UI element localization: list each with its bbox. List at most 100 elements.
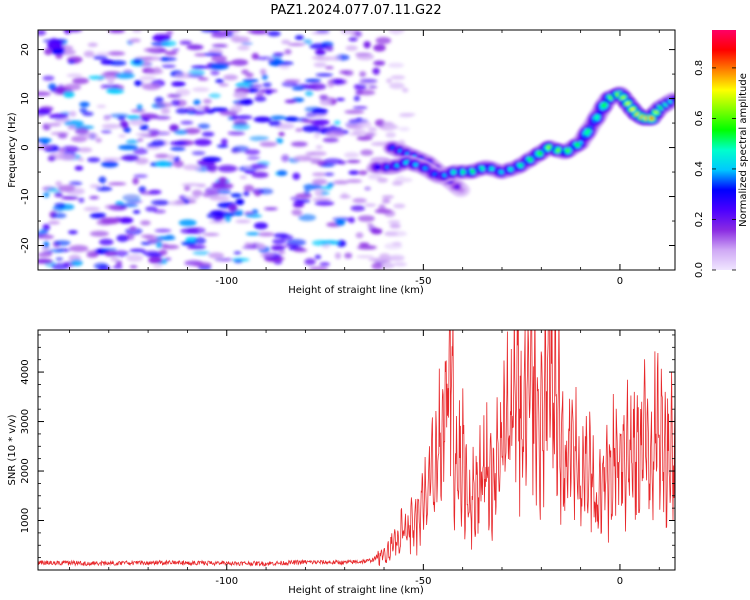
heatmap-noise-cell (264, 207, 278, 211)
heatmap-noise-cell (319, 185, 333, 191)
heatmap-noise-cell (353, 83, 367, 90)
figure-title: PAZ1.2024.077.07.11.G22 (270, 3, 441, 18)
heatmap-noise-cell (99, 238, 114, 246)
heatmap-noise-cell (259, 68, 267, 75)
heatmap-noise-cell (302, 125, 320, 133)
heatmap-noise-cell (298, 214, 316, 222)
heatmap-noise-cell (324, 172, 335, 176)
heatmap-noise-cell (118, 134, 126, 138)
heatmap-frame (37, 29, 676, 271)
heatmap-noise-cell (216, 144, 229, 148)
heatmap-noise-cell (202, 233, 220, 236)
heatmap-noise-cell (293, 155, 312, 162)
heatmap-noise-cell (286, 239, 307, 246)
heatmap-noise-cell (101, 129, 112, 134)
heatmap-noise-cell (137, 138, 144, 142)
heatmap-noise-cell (295, 193, 313, 199)
heatmap-noise-cell (374, 119, 386, 127)
heatmap-noise-cell (276, 137, 284, 144)
heatmap-noise-cell (169, 124, 179, 132)
heatmap-noise-cell (66, 73, 83, 78)
heatmap-noise-cell (295, 128, 303, 132)
heatmap-noise-cell (231, 115, 239, 120)
heatmap-noise-cell (374, 208, 393, 214)
heatmap-noise-cell (44, 48, 53, 56)
heatmap-noise-cell (372, 257, 392, 262)
heatmap-noise-cell (389, 82, 405, 90)
heatmap-noise-cell (100, 84, 120, 90)
heatmap-noise-cell (104, 250, 118, 257)
heatmap-noise-cell (218, 83, 229, 87)
heatmap-signal-ridge-cell (590, 122, 595, 127)
heatmap-noise-cell (48, 113, 69, 120)
heatmap-noise-cell (270, 115, 287, 120)
heatmap-noise-cell (42, 75, 55, 81)
heatmap-noise-cell (154, 96, 164, 104)
heatmap-noise-cell (344, 109, 365, 114)
heatmap-noise-cell (125, 227, 143, 235)
heatmap-noise-cell (57, 133, 68, 139)
snr-series-line (38, 330, 675, 567)
colorbar: 0.0 0.2 0.4 0.6 0.8 Normalized spectral ampl… (694, 30, 749, 278)
heatmap-noise-cell (373, 44, 386, 52)
heatmap-noise-cell (69, 245, 89, 252)
heatmap-noise-cell (54, 192, 63, 198)
heatmap-noise-cell (145, 145, 161, 150)
heatmap-noise-cell (47, 155, 56, 162)
heatmap-noise-cell (211, 55, 227, 63)
heatmap-noise-cell (120, 203, 139, 208)
heatmap-noise-cell (153, 209, 166, 214)
heatmap-noise-cell (38, 252, 52, 258)
heatmap-noise-cell (291, 209, 303, 216)
heatmap-noise-cell (168, 154, 175, 161)
heatmap-noise-cell (175, 108, 189, 114)
heatmap-noise-cell (235, 115, 253, 120)
heatmap-noise-cell (253, 222, 268, 230)
snr-frame (37, 329, 676, 571)
heatmap-noise-cell (197, 77, 209, 81)
heatmap-noise-cell (164, 51, 178, 56)
heatmap-noise-cell (243, 184, 254, 192)
heatmap-noise-cell (281, 39, 291, 45)
heatmap-noise-cell (232, 123, 251, 131)
heatmap-noise-cell (312, 172, 327, 177)
heatmap-noise-cell (187, 74, 204, 78)
heatmap-noise-cell (305, 151, 316, 156)
heatmap-noise-cell (38, 258, 53, 264)
heatmap-noise-cell (233, 251, 242, 255)
heatmap-noise-cell (217, 164, 238, 173)
heatmap-noise-cell (231, 59, 249, 66)
heatmap-noise-cell (258, 232, 275, 237)
heatmap-noise-cell (294, 35, 304, 41)
heatmap-noise-cell (281, 154, 290, 162)
heatmap-noise-cell (126, 254, 144, 262)
heatmap-noise-cell (345, 45, 358, 51)
heatmap-noise-cell (258, 188, 274, 195)
heatmap-signal-ridge-cell (671, 97, 675, 101)
heatmap-noise-cell (58, 147, 65, 155)
heatmap-noise-cell (67, 125, 77, 130)
heatmap-noise-cell (51, 48, 65, 55)
heatmap-noise-cell (139, 75, 156, 81)
heatmap-noise-cell (118, 144, 138, 150)
heatmap-noise-cell (139, 124, 149, 131)
heatmap-noise-cell (171, 81, 186, 87)
heatmap-noise-cell (303, 39, 313, 45)
heatmap-noise-cell (96, 104, 107, 109)
heatmap-noise-cell (159, 249, 168, 256)
heatmap-noise-cell (95, 186, 113, 192)
heatmap-noise-cell (256, 56, 273, 61)
heatmap-secondary-branch-cell (458, 188, 464, 193)
heatmap-noise-cell (368, 225, 377, 232)
heatmap-noise-cell (248, 84, 263, 89)
heatmap-noise-cell (51, 212, 67, 219)
heatmap-noise-cell (387, 220, 401, 225)
heatmap-noise-cell (305, 90, 314, 97)
heatmap-noise-cell (208, 93, 221, 99)
heatmap-noise-cell (42, 223, 51, 231)
heatmap-noise-cell (246, 156, 261, 160)
heatmap-noise-cell (230, 36, 250, 43)
heatmap-noise-cell (278, 250, 286, 255)
heatmap-noise-cell (261, 74, 268, 80)
